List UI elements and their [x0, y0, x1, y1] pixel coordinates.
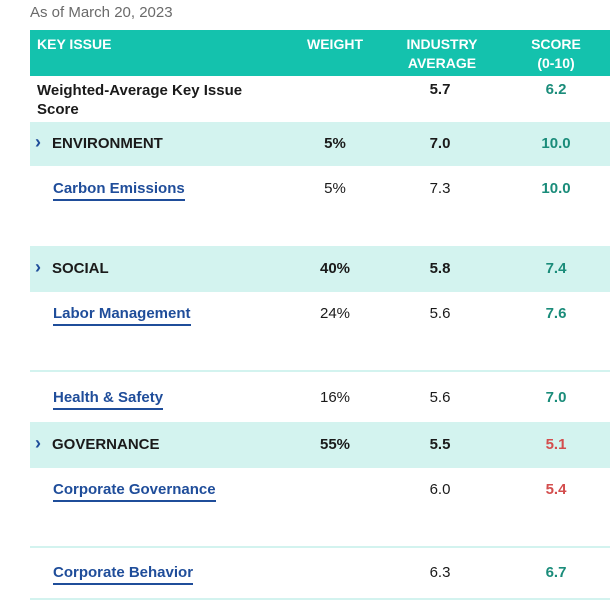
category-row-governance[interactable]: › GOVERNANCE 55% 5.5 5.1	[30, 422, 610, 468]
summary-score: 6.2	[545, 81, 567, 98]
issue-score: 10.0	[541, 180, 571, 197]
issue-industry-average: 6.0	[429, 481, 451, 498]
issue-score: 6.7	[545, 564, 567, 581]
issue-link-labor-management[interactable]: Labor Management	[53, 305, 191, 326]
chevron-right-icon[interactable]: ›	[35, 257, 41, 277]
row-divider	[30, 370, 610, 372]
header-key-issue: KEY ISSUE	[37, 36, 112, 52]
header-weight: WEIGHT	[307, 36, 363, 52]
issue-row-corporate-governance: Corporate Governance 6.0 5.4	[30, 468, 610, 546]
chevron-right-icon[interactable]: ›	[35, 132, 41, 152]
header-industry-average: INDUSTRY AVERAGE	[402, 35, 482, 73]
issue-link-corporate-behavior[interactable]: Corporate Behavior	[53, 564, 194, 585]
category-row-environment[interactable]: › ENVIRONMENT 5% 7.0 10.0	[30, 122, 610, 166]
category-weight: 40%	[320, 260, 351, 277]
summary-industry-average: 5.7	[429, 81, 451, 98]
header-score-line2: (0-10)	[537, 55, 575, 71]
category-industry-average: 7.0	[429, 135, 451, 152]
issue-score: 7.0	[545, 389, 567, 406]
header-score-line1: SCORE	[531, 36, 581, 52]
row-divider	[30, 546, 610, 548]
category-industry-average: 5.8	[429, 260, 451, 277]
issue-industry-average: 5.6	[429, 305, 451, 322]
issue-row-health-safety: Health & Safety 16% 5.6 7.0	[30, 372, 610, 422]
issue-score: 7.6	[545, 305, 567, 322]
category-industry-average: 5.5	[429, 436, 451, 453]
row-divider	[30, 598, 610, 600]
issue-industry-average: 6.3	[429, 564, 451, 581]
category-row-social[interactable]: › SOCIAL 40% 5.8 7.4	[30, 246, 610, 292]
issue-link-health-safety[interactable]: Health & Safety	[53, 389, 164, 410]
issue-row-corporate-behavior: Corporate Behavior 6.3 6.7	[30, 548, 610, 598]
summary-row: Weighted-Average Key Issue Score 5.7 6.2	[30, 76, 610, 122]
header-industry-line1: INDUSTRY	[406, 36, 478, 52]
header-industry-line2: AVERAGE	[407, 55, 477, 71]
issue-link-corporate-governance[interactable]: Corporate Governance	[53, 481, 216, 502]
table-header: KEY ISSUE WEIGHT INDUSTRY AVERAGE SCORE …	[30, 30, 610, 76]
category-score: 10.0	[541, 135, 571, 152]
issue-weight: 5%	[324, 180, 346, 197]
issue-row-labor-management: Labor Management 24% 5.6 7.6	[30, 292, 610, 370]
issue-link-carbon-emissions[interactable]: Carbon Emissions	[53, 180, 185, 201]
summary-label-line1: Weighted-Average Key Issue	[37, 82, 243, 99]
summary-label: Weighted-Average Key Issue Score	[37, 81, 242, 119]
category-weight: 55%	[320, 436, 351, 453]
category-name: ENVIRONMENT	[52, 135, 163, 152]
category-name: GOVERNANCE	[52, 436, 160, 453]
issue-industry-average: 7.3	[429, 180, 451, 197]
category-name: SOCIAL	[52, 260, 109, 277]
category-score: 7.4	[545, 260, 567, 277]
category-weight: 5%	[324, 135, 346, 152]
issue-row-carbon-emissions: Carbon Emissions 5% 7.3 10.0	[30, 166, 610, 246]
summary-label-line2: Score	[37, 101, 79, 118]
issue-industry-average: 5.6	[429, 389, 451, 406]
issue-weight: 16%	[320, 389, 351, 406]
header-score: SCORE (0-10)	[525, 35, 587, 73]
chevron-right-icon[interactable]: ›	[35, 433, 41, 453]
issue-score: 5.4	[545, 481, 567, 498]
issue-weight: 24%	[320, 305, 351, 322]
as-of-date: As of March 20, 2023	[30, 4, 173, 21]
category-score: 5.1	[545, 436, 567, 453]
